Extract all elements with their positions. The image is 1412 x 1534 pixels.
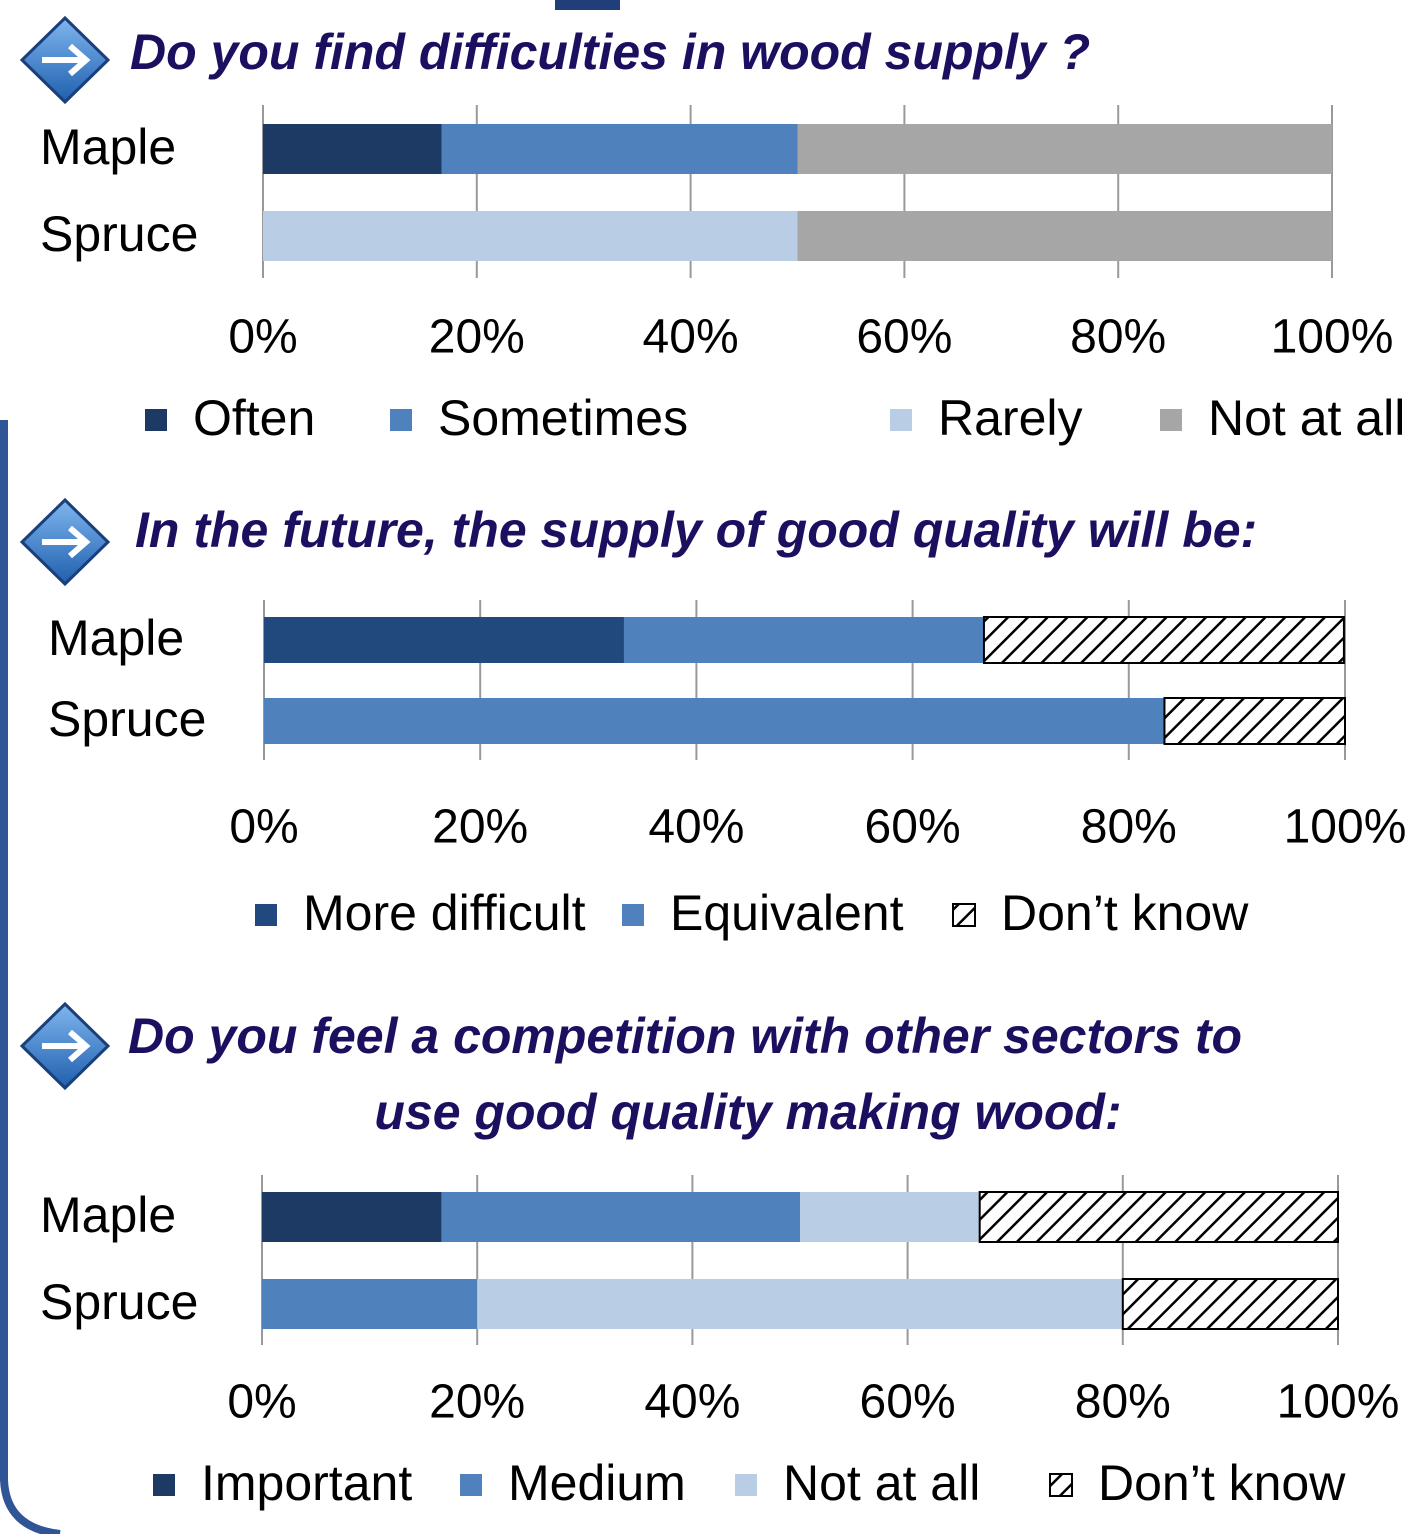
- x-tick-label: 0%: [227, 1376, 296, 1429]
- x-tick-label: 100%: [1271, 311, 1394, 364]
- legend-swatch: [735, 1474, 757, 1496]
- y-tick-label: Maple: [40, 119, 176, 175]
- x-tick-label: 100%: [1284, 801, 1407, 854]
- legend-label: Medium: [508, 1455, 686, 1511]
- x-tick-label: 80%: [1081, 801, 1177, 854]
- legend-swatch: [1160, 409, 1182, 431]
- bar: [441, 1192, 800, 1242]
- x-tick-label: 100%: [1277, 1376, 1400, 1429]
- bar: [978, 1191, 1340, 1243]
- bar: [263, 124, 442, 174]
- y-tick-label: Maple: [40, 1187, 176, 1243]
- legend-swatch: [890, 409, 912, 431]
- legend-label: Don’t know: [1098, 1455, 1346, 1511]
- bar: [1163, 697, 1347, 745]
- bar: [262, 1279, 478, 1329]
- bar: [982, 616, 1345, 664]
- x-tick-label: 60%: [856, 311, 952, 364]
- bar: [264, 617, 624, 663]
- x-tick-label: 60%: [865, 801, 961, 854]
- bar: [263, 211, 798, 261]
- y-tick-label: Spruce: [40, 1274, 198, 1330]
- x-tick-label: 0%: [229, 801, 298, 854]
- x-tick-label: 80%: [1075, 1376, 1171, 1429]
- legend-label: Often: [193, 390, 315, 446]
- title-fragment: [555, 0, 620, 10]
- legend-label: Rarely: [938, 390, 1082, 446]
- x-tick-label: 20%: [429, 1376, 525, 1429]
- x-tick-label: 0%: [228, 311, 297, 364]
- icon: [19, 497, 111, 587]
- bar: [477, 1279, 1123, 1329]
- chart-title: use good quality making wood:: [374, 1084, 1121, 1140]
- legend-swatch: [952, 903, 976, 927]
- icon: [19, 1001, 111, 1091]
- legend-swatch: [390, 409, 412, 431]
- y-tick-label: Maple: [48, 610, 184, 666]
- bar: [797, 124, 1332, 174]
- bar: [262, 1192, 442, 1242]
- chart-title: Do you feel a competition with other sec…: [128, 1008, 1242, 1064]
- legend-swatch: [145, 409, 167, 431]
- x-tick-label: 60%: [860, 1376, 956, 1429]
- bar: [623, 617, 984, 663]
- legend-label: Important: [201, 1455, 412, 1511]
- chart-title: In the future, the supply of good qualit…: [135, 502, 1257, 558]
- slide-frame: [0, 420, 61, 1534]
- legend-label: More difficult: [303, 885, 586, 941]
- chart-title: Do you find difficulties in wood supply …: [130, 24, 1090, 80]
- x-tick-label: 40%: [643, 311, 739, 364]
- bar: [797, 211, 1332, 261]
- y-tick-label: Spruce: [48, 691, 206, 747]
- x-tick-label: 20%: [432, 801, 528, 854]
- x-tick-label: 40%: [648, 801, 744, 854]
- bar: [800, 1192, 980, 1242]
- bar: [264, 698, 1165, 744]
- x-tick-label: 80%: [1070, 311, 1166, 364]
- legend-label: Not at all: [783, 1455, 980, 1511]
- legend-swatch: [1049, 1473, 1073, 1497]
- legend-label: Sometimes: [438, 390, 688, 446]
- legend-swatch: [622, 904, 644, 926]
- x-tick-label: 20%: [429, 311, 525, 364]
- icon: [19, 15, 111, 105]
- legend-swatch: [255, 904, 277, 926]
- legend-label: Not at all: [1208, 390, 1405, 446]
- legend-swatch: [460, 1474, 482, 1496]
- legend-label: Don’t know: [1001, 885, 1249, 941]
- bar: [441, 124, 798, 174]
- legend-swatch: [153, 1474, 175, 1496]
- y-tick-label: Spruce: [40, 206, 198, 262]
- legend-label: Equivalent: [670, 885, 904, 941]
- x-tick-label: 40%: [644, 1376, 740, 1429]
- bar: [1121, 1278, 1340, 1330]
